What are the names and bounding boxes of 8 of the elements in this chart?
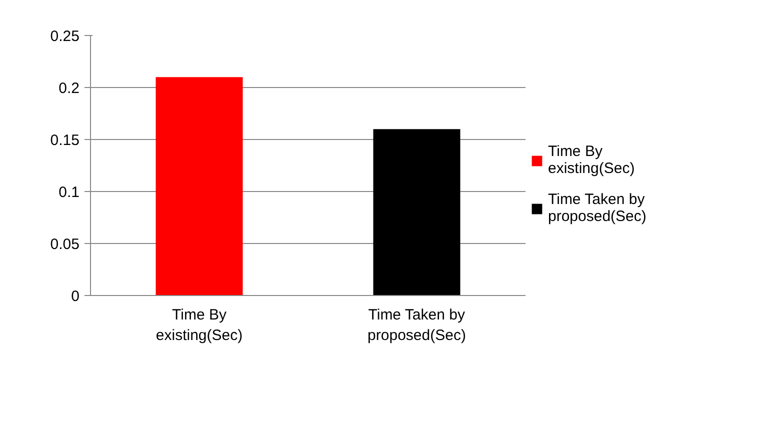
legend-label: Time By existing(Sec) xyxy=(548,143,635,177)
y-tick-label: 0.1 xyxy=(58,184,80,201)
y-tick-label: 0.25 xyxy=(50,28,80,45)
y-tick-label: 0 xyxy=(71,288,80,305)
y-tick-label: 0.15 xyxy=(50,132,80,149)
y-tick-label: 0.05 xyxy=(50,236,80,253)
legend-label: Time Taken by proposed(Sec) xyxy=(548,191,646,225)
y-tick-label: 0.2 xyxy=(58,80,80,97)
